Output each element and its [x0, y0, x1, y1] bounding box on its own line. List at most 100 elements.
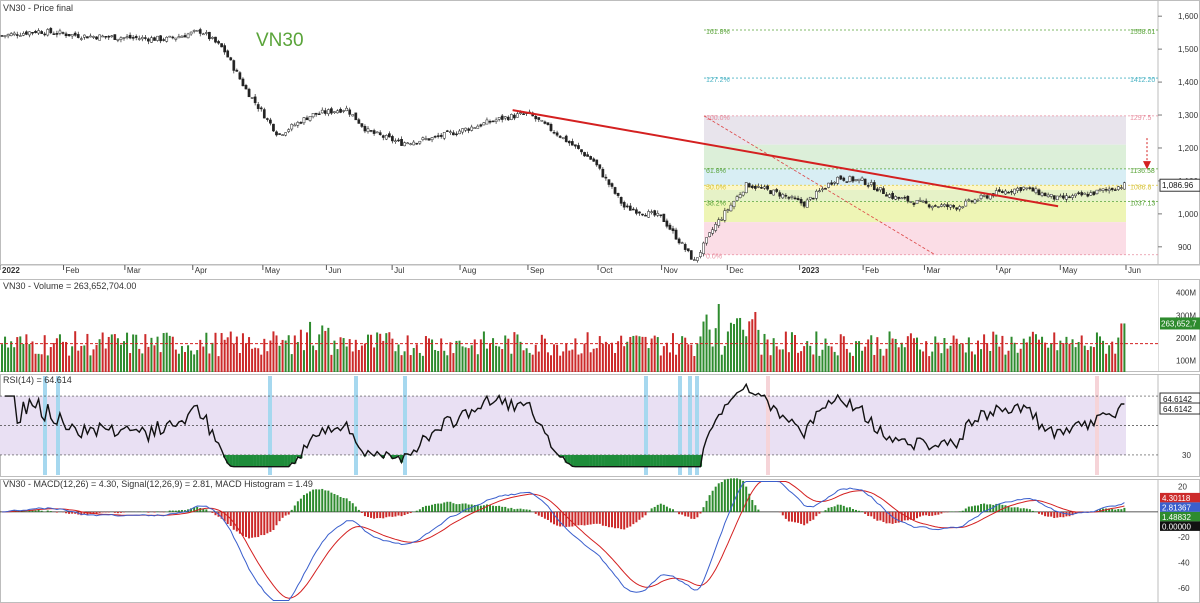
candle-body [305, 117, 309, 121]
candle-body [863, 178, 867, 185]
candle-body [1049, 193, 1053, 197]
volume-bar [611, 342, 613, 372]
volume-bar [589, 352, 592, 372]
volume-bar [58, 334, 61, 372]
volume-bar [775, 346, 778, 372]
volume-bar [269, 340, 272, 372]
candle-body [821, 188, 824, 191]
macd-histogram-bar [101, 511, 104, 513]
candle-body [946, 204, 949, 208]
x-tick-label: May [265, 266, 280, 275]
candle-body [998, 189, 1001, 192]
macd-histogram-bar [458, 504, 461, 512]
candle-body [494, 119, 498, 122]
volume-bar [934, 336, 937, 372]
macd-histogram-bar [324, 490, 327, 512]
candle-body [1001, 191, 1004, 193]
volume-bar [476, 354, 479, 372]
macd-histogram-bar [431, 504, 434, 512]
rsi-value-box [1159, 402, 1200, 415]
macd-histogram-bar [1010, 507, 1013, 512]
candle-body [589, 156, 592, 160]
fib-band [704, 189, 1126, 202]
candle-body [580, 149, 583, 153]
volume-bar [1041, 336, 1044, 372]
y-tick-label: 200M [1176, 334, 1196, 343]
volume-bar [900, 342, 903, 372]
candle-body [253, 96, 257, 104]
volume-bar [382, 340, 385, 372]
candle-body [726, 209, 730, 211]
candle-body [348, 109, 352, 115]
candle-body [140, 37, 144, 40]
candle-body [116, 38, 120, 41]
candle-body [214, 36, 217, 43]
volume-panel[interactable]: 400M 300M 200M 100M 263,652,7 [0, 280, 1200, 372]
volume-bar [229, 331, 232, 372]
macd-histogram-bar [900, 511, 903, 522]
macd-histogram-bar [190, 508, 193, 512]
volume-bar [888, 331, 891, 372]
macd-value-label: 2.81367 [1162, 503, 1191, 512]
macd-histogram-bar [833, 506, 836, 512]
volume-bar [507, 338, 510, 372]
y-tick-label: 1,400 [1178, 78, 1199, 87]
macd-histogram-bar [415, 510, 418, 512]
macd-histogram-bar [623, 511, 626, 530]
macd-histogram-bar [184, 510, 186, 512]
candle-body [25, 31, 28, 35]
candle-body [644, 214, 647, 217]
volume-bar [556, 344, 559, 372]
macd-histogram-bar [934, 511, 937, 516]
rsi-oversold-fill [698, 454, 703, 467]
candle-body [961, 206, 965, 208]
rsi-oversold-fill [680, 454, 684, 467]
rsi-line [5, 382, 1125, 468]
candle-body [201, 33, 205, 36]
macd-histogram-bar [632, 511, 635, 525]
candle-body [747, 183, 751, 188]
volume-bar [74, 331, 77, 372]
volume-bar [1117, 337, 1120, 372]
rsi-oversold-fill [659, 454, 663, 467]
candle-body [921, 200, 925, 203]
volume-bar [614, 353, 617, 372]
volume-bar [510, 353, 513, 372]
candle-body [378, 132, 382, 135]
volume-bar [1022, 338, 1025, 372]
candle-body [937, 206, 940, 208]
volume-bar [83, 345, 86, 372]
rsi-oversold-fill [277, 454, 282, 467]
volume-bar [400, 355, 403, 372]
macd-histogram-bar [684, 511, 687, 517]
volume-bar [34, 353, 37, 372]
candle-body [625, 205, 629, 208]
macd-histogram-bar [421, 507, 424, 512]
candle-body [354, 112, 358, 121]
price-panel[interactable]: 161.8% 1558.01 127.2% 1412.20 100.0% 1297.5 61… [0, 12, 1200, 275]
volume-bar [1025, 342, 1028, 372]
volume-bar [452, 353, 455, 372]
volume-bar [123, 341, 125, 372]
macd-histogram-bar [1038, 511, 1040, 514]
macd-histogram-bar [751, 499, 754, 512]
rsi-oversold-fill [592, 454, 596, 467]
volume-bar [574, 338, 577, 372]
candle-body [869, 182, 873, 185]
macd-histogram-bar [592, 511, 595, 524]
volume-bar [839, 334, 842, 372]
volume-bar [266, 351, 269, 372]
candle-body [137, 38, 141, 40]
volume-bar [882, 355, 885, 372]
volume-bar [458, 340, 461, 372]
volume-bar [797, 352, 800, 372]
macd-histogram-bar [513, 509, 516, 512]
macd-histogram-bar [864, 511, 867, 514]
candle-body [22, 33, 25, 36]
macd-histogram-bar [638, 511, 641, 520]
candle-body [189, 31, 193, 35]
macd-histogram-bar [894, 511, 897, 524]
volume-bar [668, 352, 671, 372]
